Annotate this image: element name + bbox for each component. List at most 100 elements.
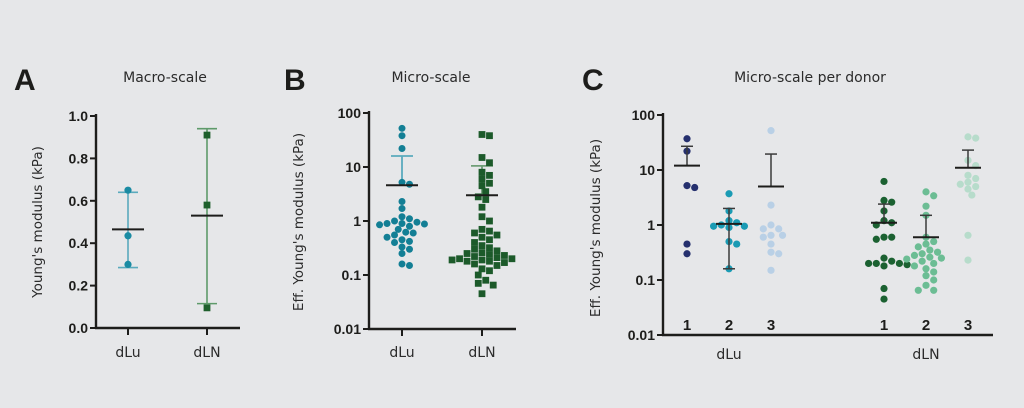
data-point-dLu-donor-2 <box>733 240 741 248</box>
data-point-dLu <box>398 250 406 258</box>
data-point-dLu <box>383 219 391 227</box>
data-point-dLN <box>203 304 211 312</box>
data-point-dLN-donor-2 <box>922 202 930 210</box>
x-category-label: dLN <box>468 345 495 361</box>
data-point-dLN <box>478 131 486 138</box>
data-point-dLN <box>478 225 486 233</box>
panel-letter-c: C <box>582 64 604 97</box>
data-point-dLN-donor-2 <box>930 237 938 246</box>
data-point-dLu-donor-2 <box>710 222 718 230</box>
data-point-dLN-donor-1 <box>895 259 904 268</box>
data-point-dLN <box>501 252 508 259</box>
data-point-dLu-donor-3 <box>767 201 775 209</box>
y-tick-label: 0.1 <box>636 272 656 288</box>
data-point-dLu <box>398 132 406 140</box>
data-point-dLN <box>478 168 486 176</box>
donor-label: 2 <box>922 317 930 334</box>
data-point-dLN <box>478 265 486 273</box>
data-point-dLN-donor-2 <box>926 253 934 261</box>
panel-a-title: Macro-scale <box>123 70 207 86</box>
data-point-dLN-donor-2 <box>914 243 922 251</box>
data-point-dLN <box>448 256 456 264</box>
data-point-dLu <box>405 215 413 223</box>
data-point-dLu <box>398 197 406 205</box>
data-point-dLu <box>413 218 421 226</box>
data-point-dLN <box>486 236 493 244</box>
data-point-dLu <box>398 178 406 186</box>
y-tick-label: 0.0 <box>69 320 89 336</box>
data-point-dLN-donor-1 <box>872 235 880 243</box>
data-point-dLN <box>456 255 463 263</box>
panel-c: C Micro-scale per donor Eff. Young's mod… <box>582 64 993 363</box>
donor-label: 3 <box>964 317 972 334</box>
y-tick-label: 0.01 <box>334 321 361 337</box>
data-point-dLN-donor-3 <box>972 134 980 142</box>
data-point-dLN <box>463 250 471 257</box>
data-point-dLN-donor-1 <box>903 261 911 269</box>
group-label: dLu <box>716 347 741 363</box>
data-point-dLu-donor-1 <box>683 240 691 248</box>
data-point-dLN-donor-3 <box>964 231 972 239</box>
data-point-dLN-donor-1 <box>880 284 888 293</box>
data-point-dLN <box>486 257 493 265</box>
y-tick-label: 1.0 <box>69 108 89 124</box>
data-point-dLu-donor-3 <box>775 225 783 233</box>
data-point-dLN-donor-2 <box>903 255 911 263</box>
y-tick-label: 1 <box>353 213 361 229</box>
data-point-dLN <box>486 267 493 275</box>
data-point-dLN-donor-3 <box>964 185 972 193</box>
data-point-dLN-donor-3 <box>972 182 980 191</box>
data-point-dLN-donor-1 <box>880 177 888 186</box>
data-point-dLu-donor-1 <box>683 135 691 143</box>
data-point-dLN-donor-2 <box>910 251 919 260</box>
data-point-dLu <box>402 228 410 236</box>
data-point-dLN <box>486 159 493 167</box>
data-point-dLN-donor-2 <box>918 250 926 258</box>
data-point-dLu <box>398 219 406 227</box>
data-point-dLN <box>478 290 486 298</box>
data-point-dLN <box>493 231 501 239</box>
data-point-dLN <box>486 132 493 140</box>
data-point-dLu <box>398 205 406 213</box>
data-point-dLu <box>383 233 391 241</box>
data-point-dLN-donor-1 <box>888 233 896 241</box>
data-point-dLu <box>405 245 413 253</box>
data-point-dLN <box>203 131 211 139</box>
y-tick-label: 0.01 <box>628 327 655 343</box>
data-point-dLu-donor-3 <box>767 221 775 229</box>
data-point-dLu <box>124 232 132 240</box>
data-point-dLN <box>471 239 478 246</box>
data-point-dLN-donor-1 <box>880 196 888 205</box>
data-point-dLN <box>478 249 486 256</box>
data-point-dLN-donor-2 <box>930 192 938 200</box>
data-point-dLu-donor-1 <box>683 182 691 190</box>
data-point-dLu <box>409 229 417 237</box>
data-point-dLN <box>486 227 493 235</box>
data-point-dLN-donor-2 <box>922 272 930 280</box>
donor-label: 3 <box>767 317 775 334</box>
data-point-dLN <box>482 276 490 284</box>
data-point-dLu-donor-3 <box>767 231 775 239</box>
data-point-dLN <box>493 247 501 255</box>
donor-label: 1 <box>880 317 888 334</box>
x-category-label: dLu <box>115 345 140 361</box>
data-point-dLN <box>493 262 501 269</box>
data-point-dLN <box>478 182 486 190</box>
data-point-dLN-donor-3 <box>968 191 976 199</box>
data-point-dLu-donor-2 <box>733 219 741 227</box>
panel-b-ylabel: Eff. Young's modulus (kPa) <box>291 133 307 311</box>
y-tick-label: 0.8 <box>69 150 89 166</box>
data-point-dLu-donor-3 <box>759 225 767 233</box>
data-point-dLN <box>478 175 486 183</box>
y-tick-label: 100 <box>632 107 656 123</box>
data-point-dLu <box>398 236 406 244</box>
data-point-dLN-donor-1 <box>880 233 888 241</box>
data-point-dLN-donor-3 <box>964 133 972 141</box>
data-point-dLN-donor-2 <box>933 248 942 256</box>
y-tick-label: 10 <box>639 162 655 178</box>
data-point-dLu <box>405 237 413 245</box>
panel-letter-a: A <box>14 64 36 97</box>
data-point-dLN <box>489 281 497 289</box>
y-tick-label: 0.1 <box>342 267 362 283</box>
data-point-dLN <box>486 171 493 179</box>
